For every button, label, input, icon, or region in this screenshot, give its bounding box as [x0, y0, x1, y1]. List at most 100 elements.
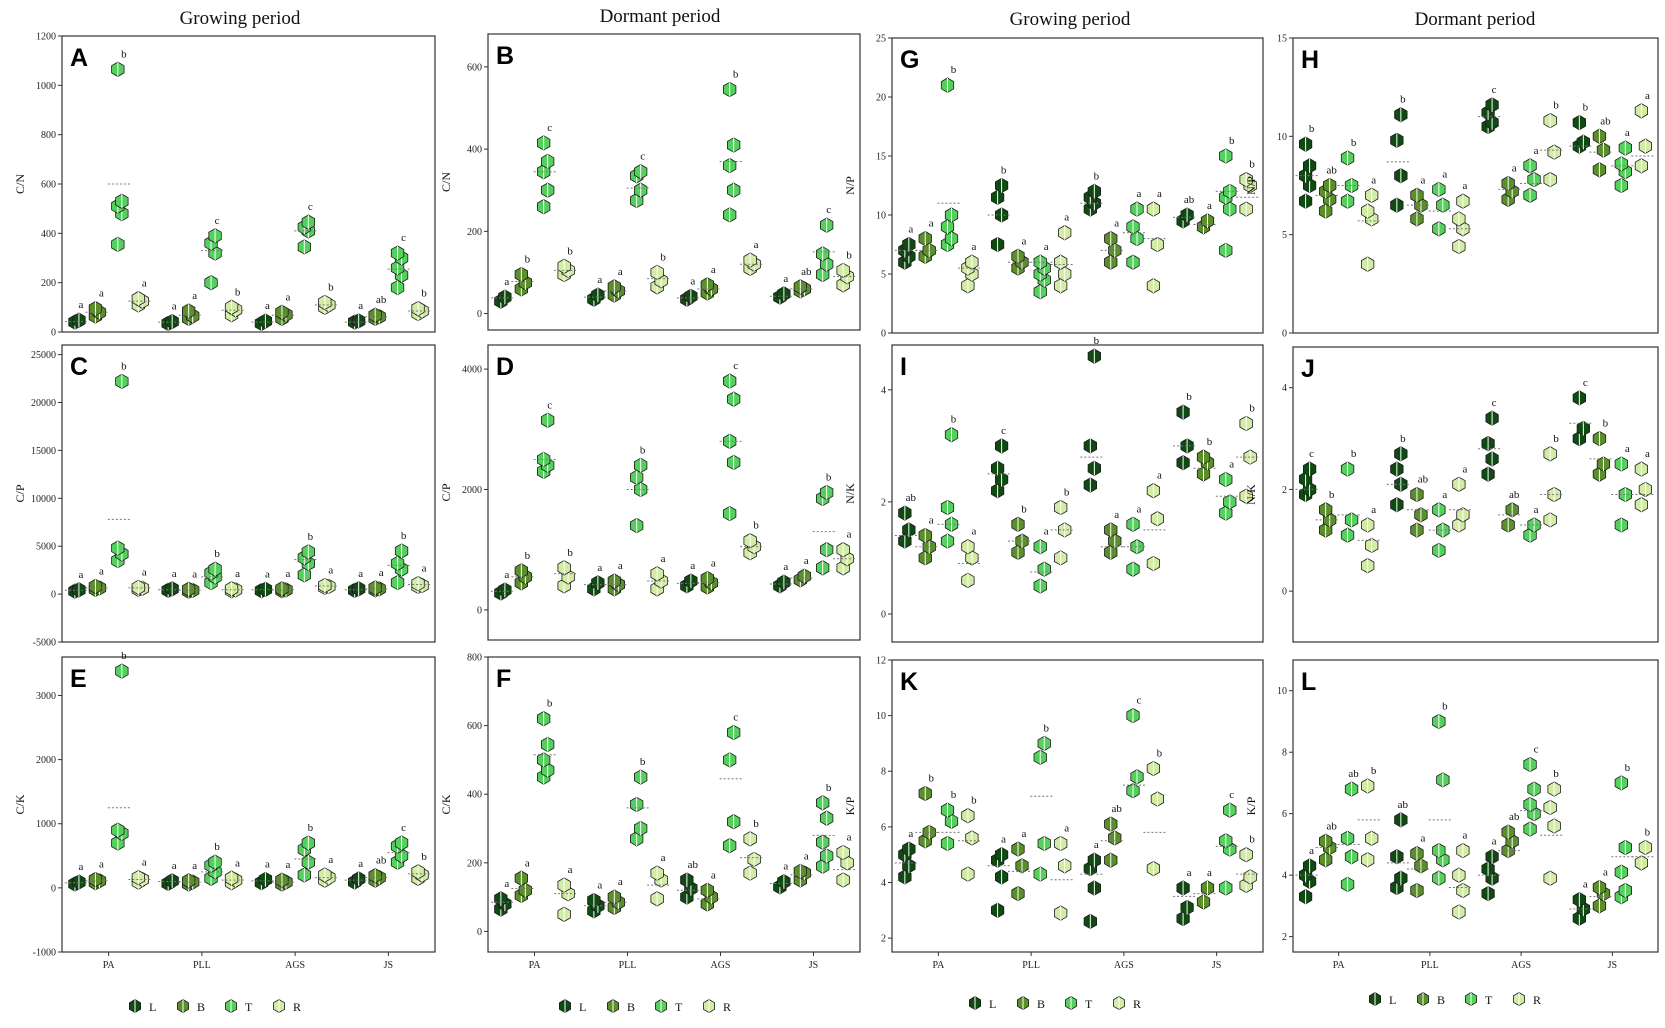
y-axis-label: C/N	[439, 172, 453, 192]
significance-label: a	[142, 566, 147, 578]
y-tick-label: 0	[477, 927, 482, 938]
significance-label: a	[78, 861, 83, 873]
significance-label: ab	[1184, 194, 1195, 206]
significance-label: b	[308, 531, 314, 543]
y-axis-label: N/P	[1244, 176, 1258, 195]
legend-label-B: B	[1437, 993, 1445, 1007]
significance-label: a	[1207, 867, 1212, 879]
significance-label: a	[847, 832, 852, 844]
y-tick-label: 0	[881, 329, 886, 340]
significance-label: b	[951, 789, 957, 801]
significance-label: ab	[1326, 165, 1337, 177]
significance-label: b	[1157, 747, 1163, 759]
y-tick-label: 200	[467, 858, 482, 869]
legend-label-R: R	[293, 1000, 301, 1014]
significance-label: b	[214, 841, 220, 853]
significance-label: b	[421, 851, 427, 863]
significance-label: c	[826, 204, 831, 216]
significance-label: ab	[376, 294, 387, 306]
significance-label: b	[1309, 123, 1315, 135]
panel-letter: G	[900, 46, 919, 74]
y-tick-label: 400	[41, 229, 56, 240]
significance-label: a	[971, 241, 976, 253]
significance-label: b	[401, 530, 407, 542]
y-tick-label: 20000	[31, 398, 56, 409]
significance-label: a	[422, 563, 427, 575]
legend-label-R: R	[1533, 993, 1541, 1007]
y-tick-label: 10	[1277, 686, 1287, 697]
x-tick-label: PA	[103, 960, 116, 971]
y-tick-label: -5000	[33, 638, 56, 649]
significance-label: b	[1001, 165, 1007, 177]
significance-label: a	[618, 876, 623, 888]
significance-label: b	[1094, 170, 1100, 182]
significance-label: a	[618, 266, 623, 278]
significance-label: a	[618, 560, 623, 572]
significance-label: a	[1371, 174, 1376, 186]
significance-label: b	[121, 48, 127, 60]
y-axis-label: C/P	[13, 484, 27, 502]
significance-label: a	[711, 264, 716, 276]
y-tick-label: 800	[41, 130, 56, 141]
y-tick-label: 5	[1282, 230, 1287, 241]
x-tick-label: AGS	[1114, 960, 1134, 971]
y-tick-label: 0	[51, 590, 56, 601]
significance-label: a	[265, 300, 270, 312]
significance-label: c	[1492, 84, 1497, 96]
significance-label: b	[567, 245, 573, 257]
y-tick-label: 10	[1277, 132, 1287, 143]
y-tick-label: 5000	[36, 542, 56, 553]
significance-label: a	[1603, 866, 1608, 878]
significance-label: b	[1603, 418, 1609, 430]
significance-label: a	[142, 857, 147, 869]
y-tick-label: 25000	[31, 350, 56, 361]
significance-label: a	[1044, 241, 1049, 253]
significance-label: ab	[801, 266, 812, 278]
significance-label: b	[1553, 768, 1559, 780]
significance-label: b	[421, 288, 427, 300]
y-tick-label: -1000	[33, 948, 56, 959]
significance-label: a	[99, 565, 104, 577]
y-tick-label: 2000	[462, 485, 482, 496]
significance-label: b	[1645, 826, 1651, 838]
significance-label: b	[328, 281, 334, 293]
panel-letter: J	[1301, 355, 1315, 383]
significance-label: c	[401, 822, 406, 834]
significance-label: b	[1249, 834, 1255, 846]
legend-label-R: R	[1133, 997, 1141, 1011]
significance-label: a	[1309, 845, 1314, 857]
significance-label: b	[1094, 335, 1100, 347]
significance-label: a	[711, 869, 716, 881]
significance-label: a	[1001, 834, 1006, 846]
significance-label: a	[1583, 879, 1588, 891]
significance-label: c	[1309, 448, 1314, 460]
significance-label: c	[1137, 695, 1142, 707]
y-tick-label: 2	[1282, 932, 1287, 943]
significance-label: a	[328, 854, 333, 866]
y-tick-label: 4000	[462, 365, 482, 376]
significance-label: a	[1114, 509, 1119, 521]
y-tick-label: 12	[876, 656, 886, 667]
significance-label: a	[1187, 867, 1192, 879]
panel-frame	[61, 344, 436, 643]
panel-letter: D	[496, 353, 514, 381]
panel-letter: K	[900, 668, 918, 696]
y-tick-label: 1200	[36, 32, 56, 43]
y-axis-label: N/K	[1244, 484, 1258, 505]
panel-frame	[61, 35, 436, 333]
significance-label: a	[847, 529, 852, 541]
significance-label: a	[504, 276, 509, 288]
significance-label: a	[265, 859, 270, 871]
significance-label: a	[525, 857, 530, 869]
significance-label: a	[783, 561, 788, 573]
significance-label: a	[1420, 174, 1425, 186]
significance-label: b	[951, 64, 957, 76]
significance-label: ab	[1348, 768, 1359, 780]
significance-label: a	[1114, 218, 1119, 230]
